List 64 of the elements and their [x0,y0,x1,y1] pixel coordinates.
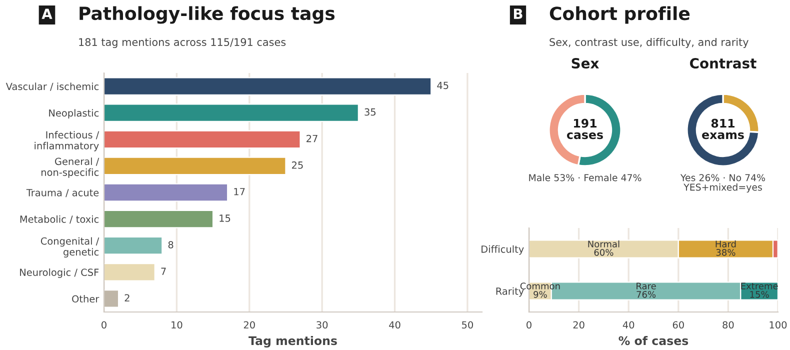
y-tick-label: Other [72,295,100,303]
data-label: 76% [636,290,656,298]
chart-title: Pathology-like focus tags [80,6,335,24]
x-tick-label: 40 [389,321,400,329]
bar [104,290,120,308]
x-tick-label: 20 [573,321,584,329]
x-tick-label: 50 [462,321,473,329]
data-label: 17 [234,188,245,196]
x-tick-label: 10 [172,321,182,329]
text: 811 exams [702,118,744,140]
y-tick-label: Difficulty [482,245,524,255]
data-label: 2 [124,294,130,302]
data-label: 35 [364,108,376,116]
x-axis-title: % of cases [618,336,688,346]
donut-slice [686,93,760,167]
x-tick-label: 30 [316,321,328,329]
text: Sex, contrast use, difficulty, and rarity [550,38,748,48]
series-label: Rare [636,282,656,290]
bar [104,77,432,96]
text: A [42,8,52,19]
data-label: 38% [716,248,736,256]
chart-title: Sex [572,58,599,69]
chart-title: Contrast [690,58,756,69]
bar [104,156,286,176]
text: Yes 26% · No 74% YES+mixed=yes [680,174,766,193]
y-tick-label: Infectious / inflammatory [34,130,100,152]
bar [104,104,359,122]
data-label: 8 [168,241,174,248]
series-label: Normal [588,240,620,248]
y-tick-label: Congenital / genetic [40,237,100,258]
x-tick-label: 0 [102,321,106,329]
data-label: 27 [306,134,318,142]
y-tick-label: Metabolic / toxic [20,215,99,224]
bar [104,236,163,255]
text: B [514,8,522,19]
data-label: 15 [220,214,230,222]
bar [104,210,214,228]
data-label: 60% [594,248,614,256]
y-tick-label: Trauma / acute [26,189,99,198]
x-tick-label: 20 [244,321,255,329]
y-tick-label: Rarity [496,287,524,297]
data-label: 9% [534,290,547,298]
x-tick-label: 0 [526,321,532,329]
bar [104,183,228,202]
x-tick-label: 100 [770,321,787,329]
data-label: 7 [161,268,166,275]
data-label: 25 [292,161,303,169]
bar [104,262,156,282]
text: 191 cases [566,118,603,140]
data-label: 45 [437,82,448,90]
x-tick-label: 60 [672,321,684,329]
bar [104,130,301,149]
x-tick-label: 80 [722,321,734,329]
data-label: 15% [750,290,769,298]
series-label: Hard [716,240,736,248]
text: Male 53% · Female 47% [529,174,642,182]
chart-subtitle: 181 tag mentions across 115/191 cases [79,38,286,48]
x-axis-title: Tag mentions [248,336,337,348]
y-tick-label: General / non-specific [42,158,100,178]
y-tick-label: Vascular / ischemic [6,82,99,91]
y-tick-label: Neurologic / CSF [20,268,99,278]
y-tick-label: Neoplastic [49,109,99,119]
x-tick-label: 40 [622,321,634,329]
text: Cohort profile [550,6,690,24]
